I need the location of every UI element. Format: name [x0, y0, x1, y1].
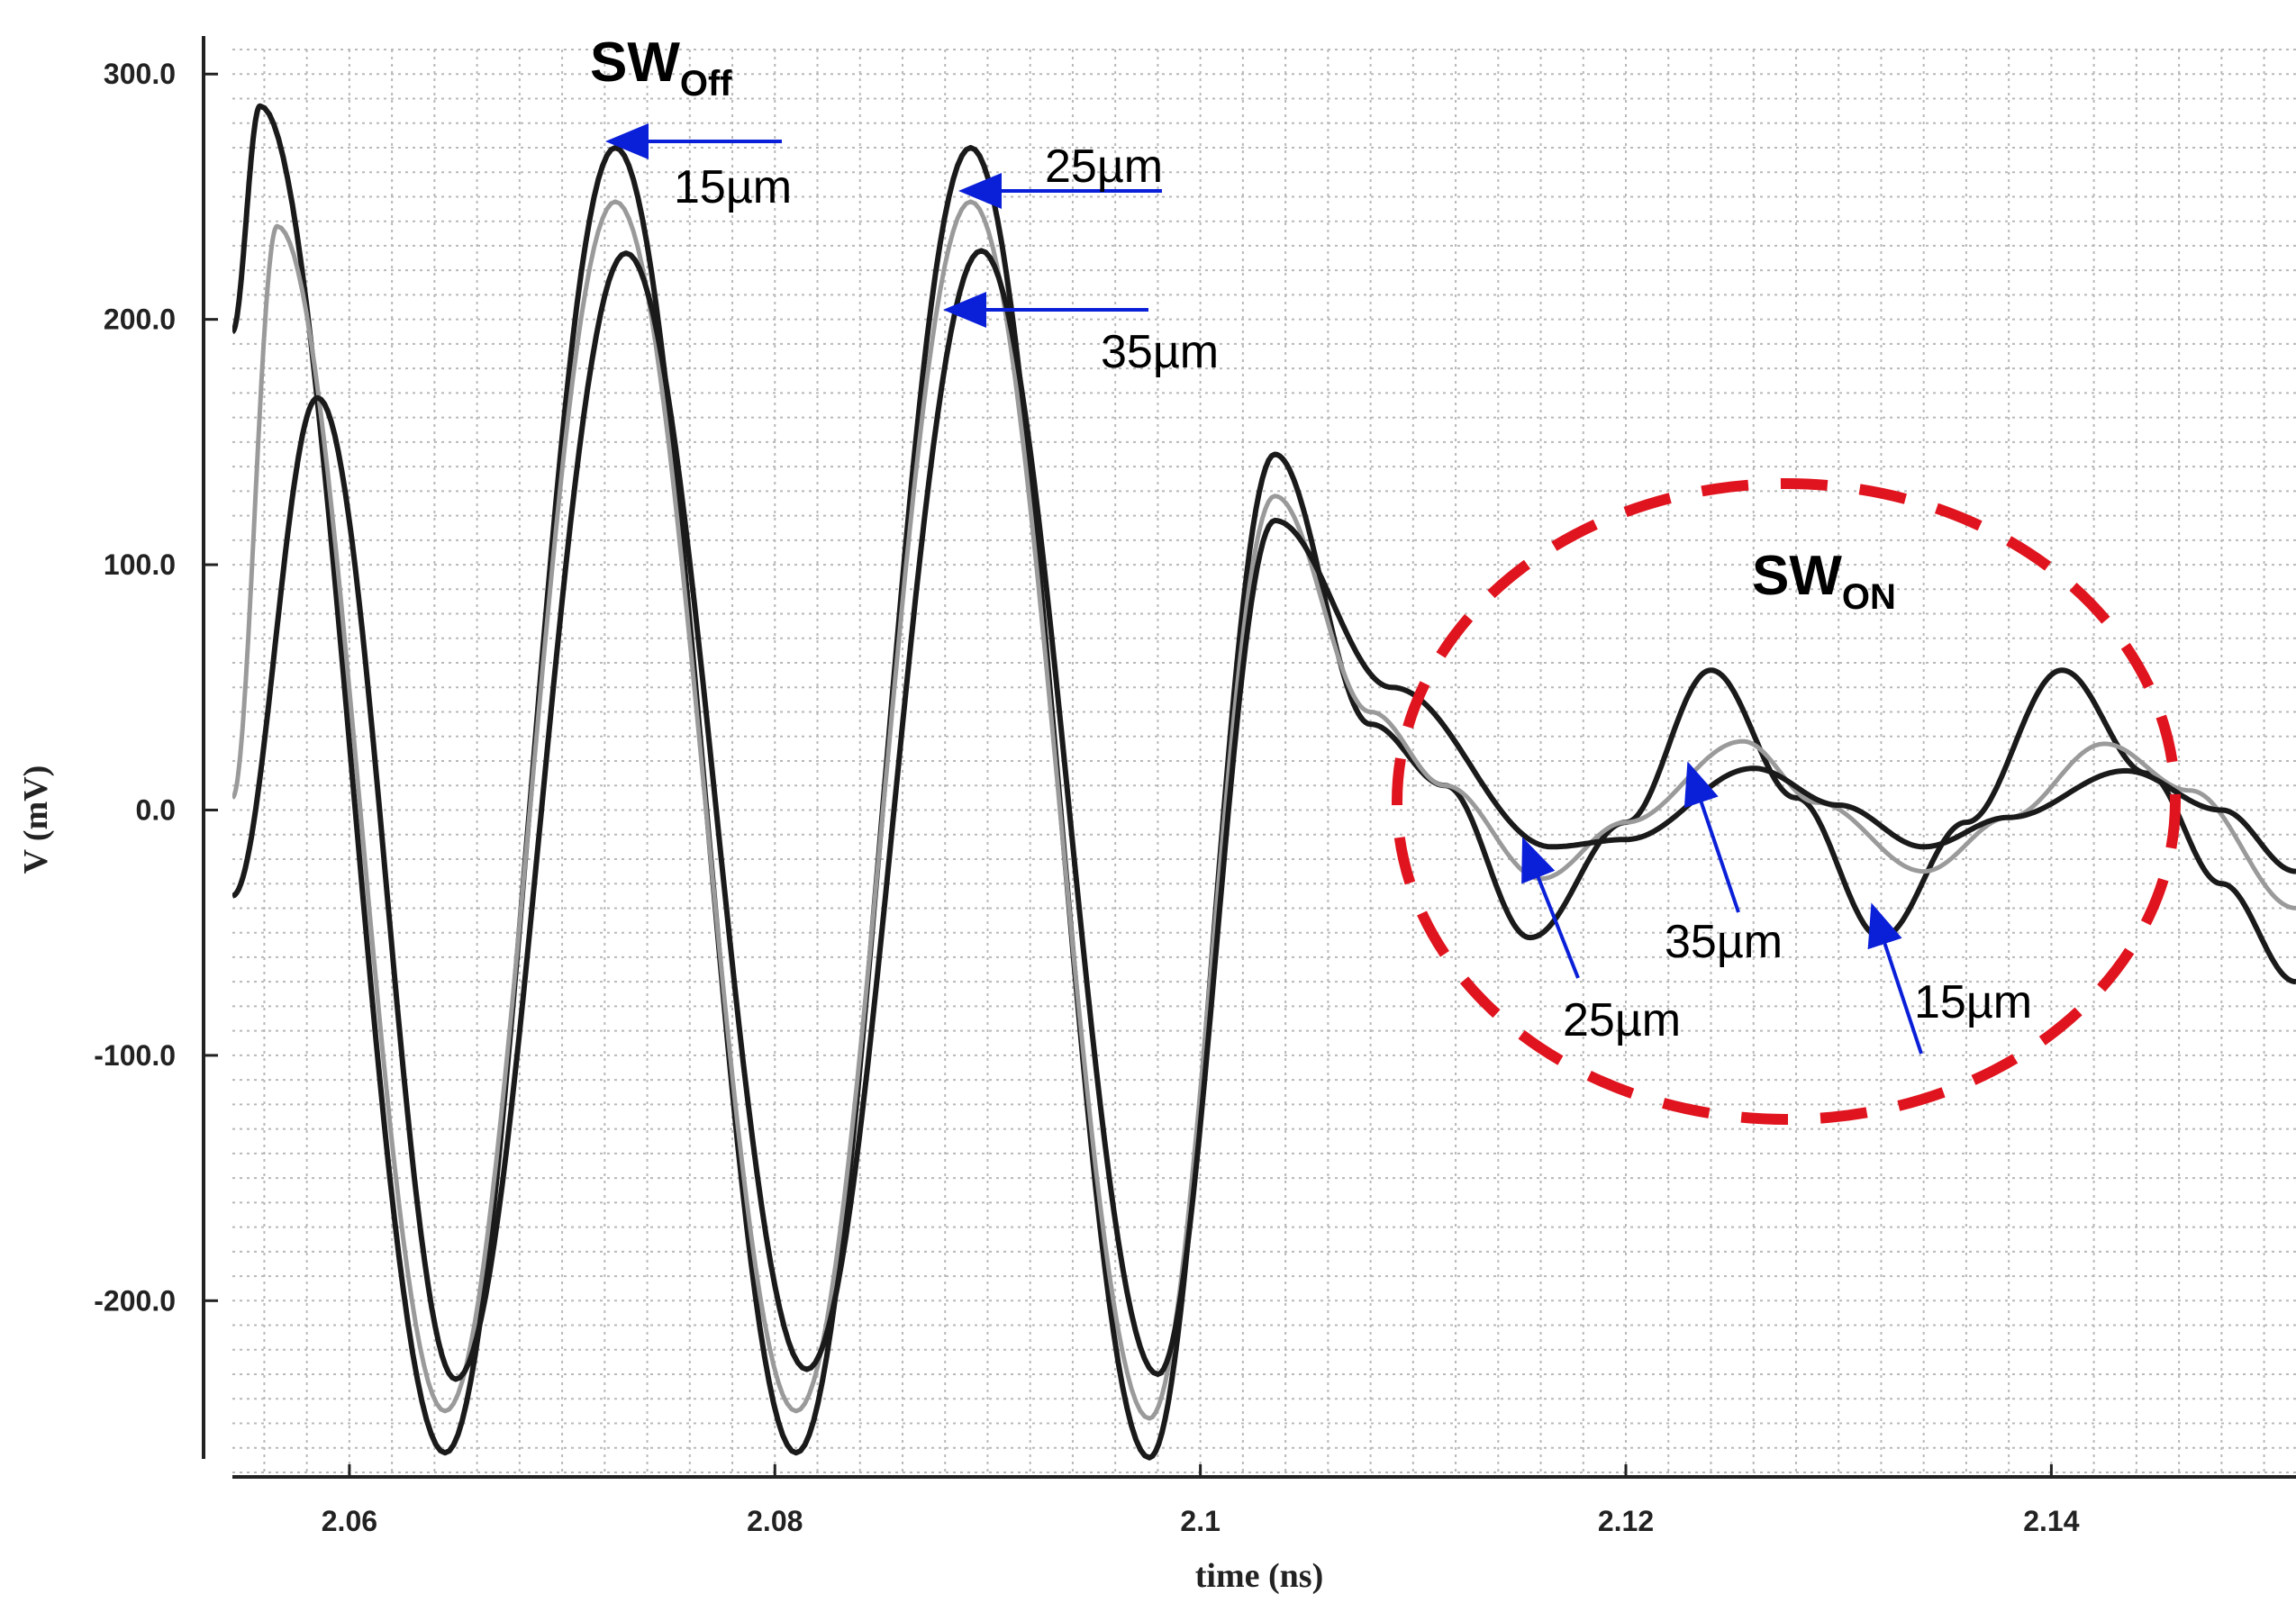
arrow-35um-bottom	[1683, 761, 1740, 913]
series-group	[232, 103, 2296, 1461]
y-axis-label: V (mV)	[17, 765, 55, 874]
y-tick-label: 0.0	[136, 793, 176, 826]
series-line-3	[232, 248, 2296, 1382]
x-tick-label: 2.14	[2023, 1505, 2079, 1537]
sw-on-highlight-ellipse	[1392, 478, 2181, 1125]
x-tick-label: 2.08	[747, 1505, 803, 1537]
axes	[202, 36, 2296, 1479]
y-tick-label: -100.0	[94, 1039, 176, 1072]
label-15um-top: 15µm	[674, 161, 792, 213]
sw-on-label: SWON	[1752, 545, 1896, 617]
y-tick-label: 100.0	[104, 548, 176, 581]
y-tick-label: -200.0	[94, 1284, 176, 1317]
label-35um-bottom: 35µm	[1665, 916, 1783, 968]
y-tick-label: 300.0	[104, 58, 176, 90]
sw-off-subscript: Off	[680, 64, 732, 104]
y-tick-label: 200.0	[104, 303, 176, 336]
x-axis-label: time (ns)	[1195, 1557, 1323, 1595]
x-ticks: 2.06 2.08 2.1 2.12 2.14	[322, 1464, 2080, 1537]
arrow-25um-bottom	[1521, 837, 1580, 979]
label-25um-top: 25µm	[1045, 140, 1163, 193]
label-25um-bottom: 25µm	[1563, 994, 1681, 1046]
sw-on-main: SW	[1752, 545, 1842, 607]
label-35um-top: 35µm	[1101, 326, 1219, 378]
x-tick-label: 2.1	[1180, 1505, 1220, 1537]
sw-off-main: SW	[590, 32, 680, 94]
label-15um-bottom: 15µm	[1914, 976, 2032, 1028]
series-line-1	[232, 103, 2296, 1461]
y-ticks: 300.0 200.0 100.0 0.0 -100.0 -200.0	[94, 58, 218, 1317]
grid	[232, 49, 2296, 1473]
sw-on-subscript: ON	[1842, 577, 1896, 617]
sw-off-label: SWOff	[590, 32, 732, 104]
x-tick-label: 2.12	[1598, 1505, 1654, 1537]
x-tick-label: 2.06	[322, 1505, 377, 1537]
arrow-15um-bottom	[1867, 902, 1923, 1055]
